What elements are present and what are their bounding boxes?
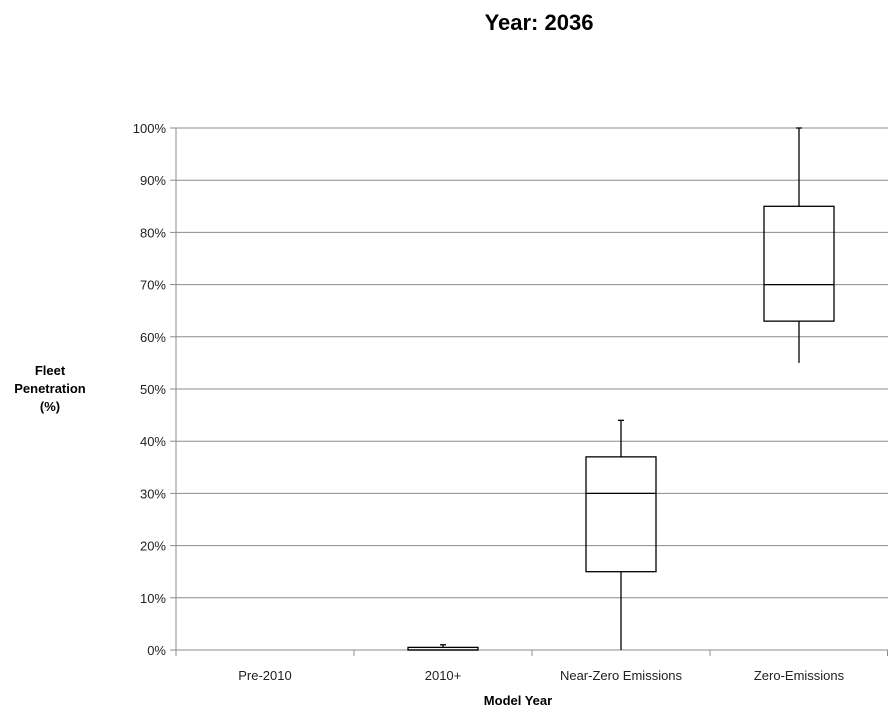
y-tick-label: 20% (140, 539, 166, 554)
box-near-zero-emissions (585, 419, 657, 650)
y-axis-label-line: (%) (40, 399, 60, 414)
y-tick-label: 80% (140, 225, 166, 240)
y-tick-label: 30% (140, 486, 166, 501)
chart-title: Year: 2036 (485, 10, 594, 35)
box-iqr (763, 205, 835, 322)
y-tick-label: 90% (140, 173, 166, 188)
y-tick-label: 100% (133, 121, 167, 136)
y-tick-label: 50% (140, 382, 166, 397)
x-category-label: Near-Zero Emissions (560, 668, 683, 683)
y-axis-ticks: 0% 10% 20% 30% 40% 50% 60% 70% 80% 90% 100% (133, 121, 177, 658)
box-iqr (585, 456, 657, 573)
y-tick-label: 60% (140, 330, 166, 345)
y-axis-label-line: Penetration (14, 381, 86, 396)
boxes (407, 127, 835, 651)
y-tick-label: 70% (140, 278, 166, 293)
box-2010- (407, 644, 479, 651)
x-axis-label: Model Year (484, 693, 552, 708)
y-axis-label-line: Fleet (35, 363, 66, 378)
y-tick-label: 40% (140, 434, 166, 449)
x-axis: Pre-2010 2010+ Near-Zero Emissions Zero-Emi… (175, 650, 888, 683)
box-zero-emissions (763, 127, 835, 363)
x-category-label: Zero-Emissions (754, 668, 845, 683)
gridlines (176, 127, 888, 651)
y-tick-label: 0% (147, 643, 166, 658)
y-tick-label: 10% (140, 591, 166, 606)
x-category-label: Pre-2010 (238, 668, 291, 683)
y-axis-label: Fleet Penetration (%) (14, 363, 86, 414)
x-category-label: 2010+ (425, 668, 462, 683)
